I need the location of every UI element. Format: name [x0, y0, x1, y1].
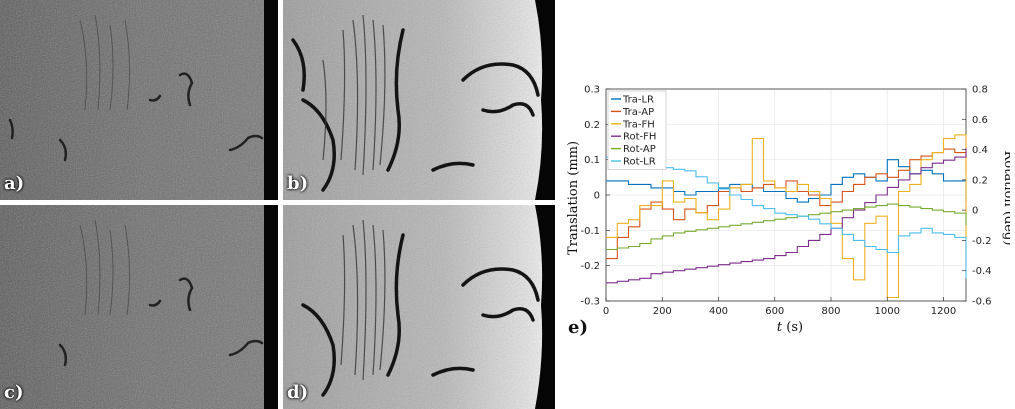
- y-right-tick-label: -0.6: [972, 297, 992, 308]
- y-right-tick-label: -0.2: [972, 236, 992, 247]
- panel-label-d: d): [287, 382, 309, 403]
- motion-chart: 0 200 400 600 800 1000 1200 -0.3 -0.2 -0.1 0 0.1 0.2…: [566, 85, 1010, 339]
- mri-panel-c: c): [0, 205, 278, 409]
- y-left-tick-label: -0.2: [580, 261, 600, 272]
- y-left-tick-label: -0.1: [580, 226, 600, 237]
- y-left-tick-label: 0: [594, 191, 600, 202]
- y-right-tick-label: 0.2: [972, 175, 988, 186]
- x-tick-label: 600: [765, 306, 784, 317]
- mri-image-c: [0, 205, 278, 409]
- y-left-tick-label: -0.3: [580, 297, 600, 308]
- legend-entry: Rot-AP: [623, 144, 656, 155]
- x-tick-label: 1000: [875, 306, 900, 317]
- mri-panel-b: b): [283, 0, 555, 200]
- legend-box: [607, 90, 667, 170]
- legend-entry: Tra-LR: [622, 95, 654, 106]
- x-tick-label: 400: [709, 306, 728, 317]
- y-right-tick-label: 0: [972, 206, 978, 217]
- x-tick-label: 1200: [931, 306, 956, 317]
- mri-image-b: [283, 0, 555, 200]
- x-tick-label: 200: [653, 306, 672, 317]
- series-line-tra-fh: [606, 134, 967, 299]
- x-label-var: t: [777, 320, 783, 335]
- y-left-tick-label: 0.2: [584, 120, 600, 131]
- legend-entry: Tra-AP: [622, 107, 654, 118]
- legend-entry: Tra-FH: [622, 119, 655, 130]
- panel-label-c: c): [4, 382, 24, 403]
- y-right-tick-label: -0.4: [972, 266, 992, 277]
- y-right-label: Rotation (deg): [1001, 151, 1010, 246]
- y-left-tick-label: 0.1: [584, 155, 600, 166]
- y-left-tick-label: 0.3: [584, 85, 600, 96]
- x-label-unit: (s): [786, 320, 803, 335]
- mri-panel-a: a): [0, 0, 278, 200]
- x-label: t (s): [777, 320, 803, 335]
- series-line-rot-fh: [606, 148, 967, 284]
- x-tick-label: 0: [603, 306, 609, 317]
- panel-label-a: a): [4, 173, 25, 194]
- series-line-rot-ap: [606, 203, 967, 251]
- y-left-label: Translation (mm): [566, 141, 581, 255]
- mri-image-a: [0, 0, 278, 200]
- y-right-tick-label: 0.8: [972, 85, 988, 96]
- axis-ticks: 0 200 400 600 800 1000 1200 -0.3 -0.2 -0.1 0 0.1 0.2…: [580, 85, 991, 318]
- series-line-rot-lr: [606, 156, 967, 279]
- legend-entry: Rot-FH: [623, 132, 656, 143]
- x-tick-label: 800: [821, 306, 840, 317]
- figure-label-e: e): [568, 317, 588, 338]
- panel-label-b: b): [287, 173, 309, 194]
- series-lines: [606, 134, 967, 299]
- y-right-tick-label: 0.4: [972, 145, 988, 156]
- legend-entry: Rot-LR: [623, 157, 656, 168]
- mri-image-d: [283, 205, 555, 409]
- mri-panel-d: d): [283, 205, 555, 409]
- y-right-tick-label: 0.6: [972, 115, 988, 126]
